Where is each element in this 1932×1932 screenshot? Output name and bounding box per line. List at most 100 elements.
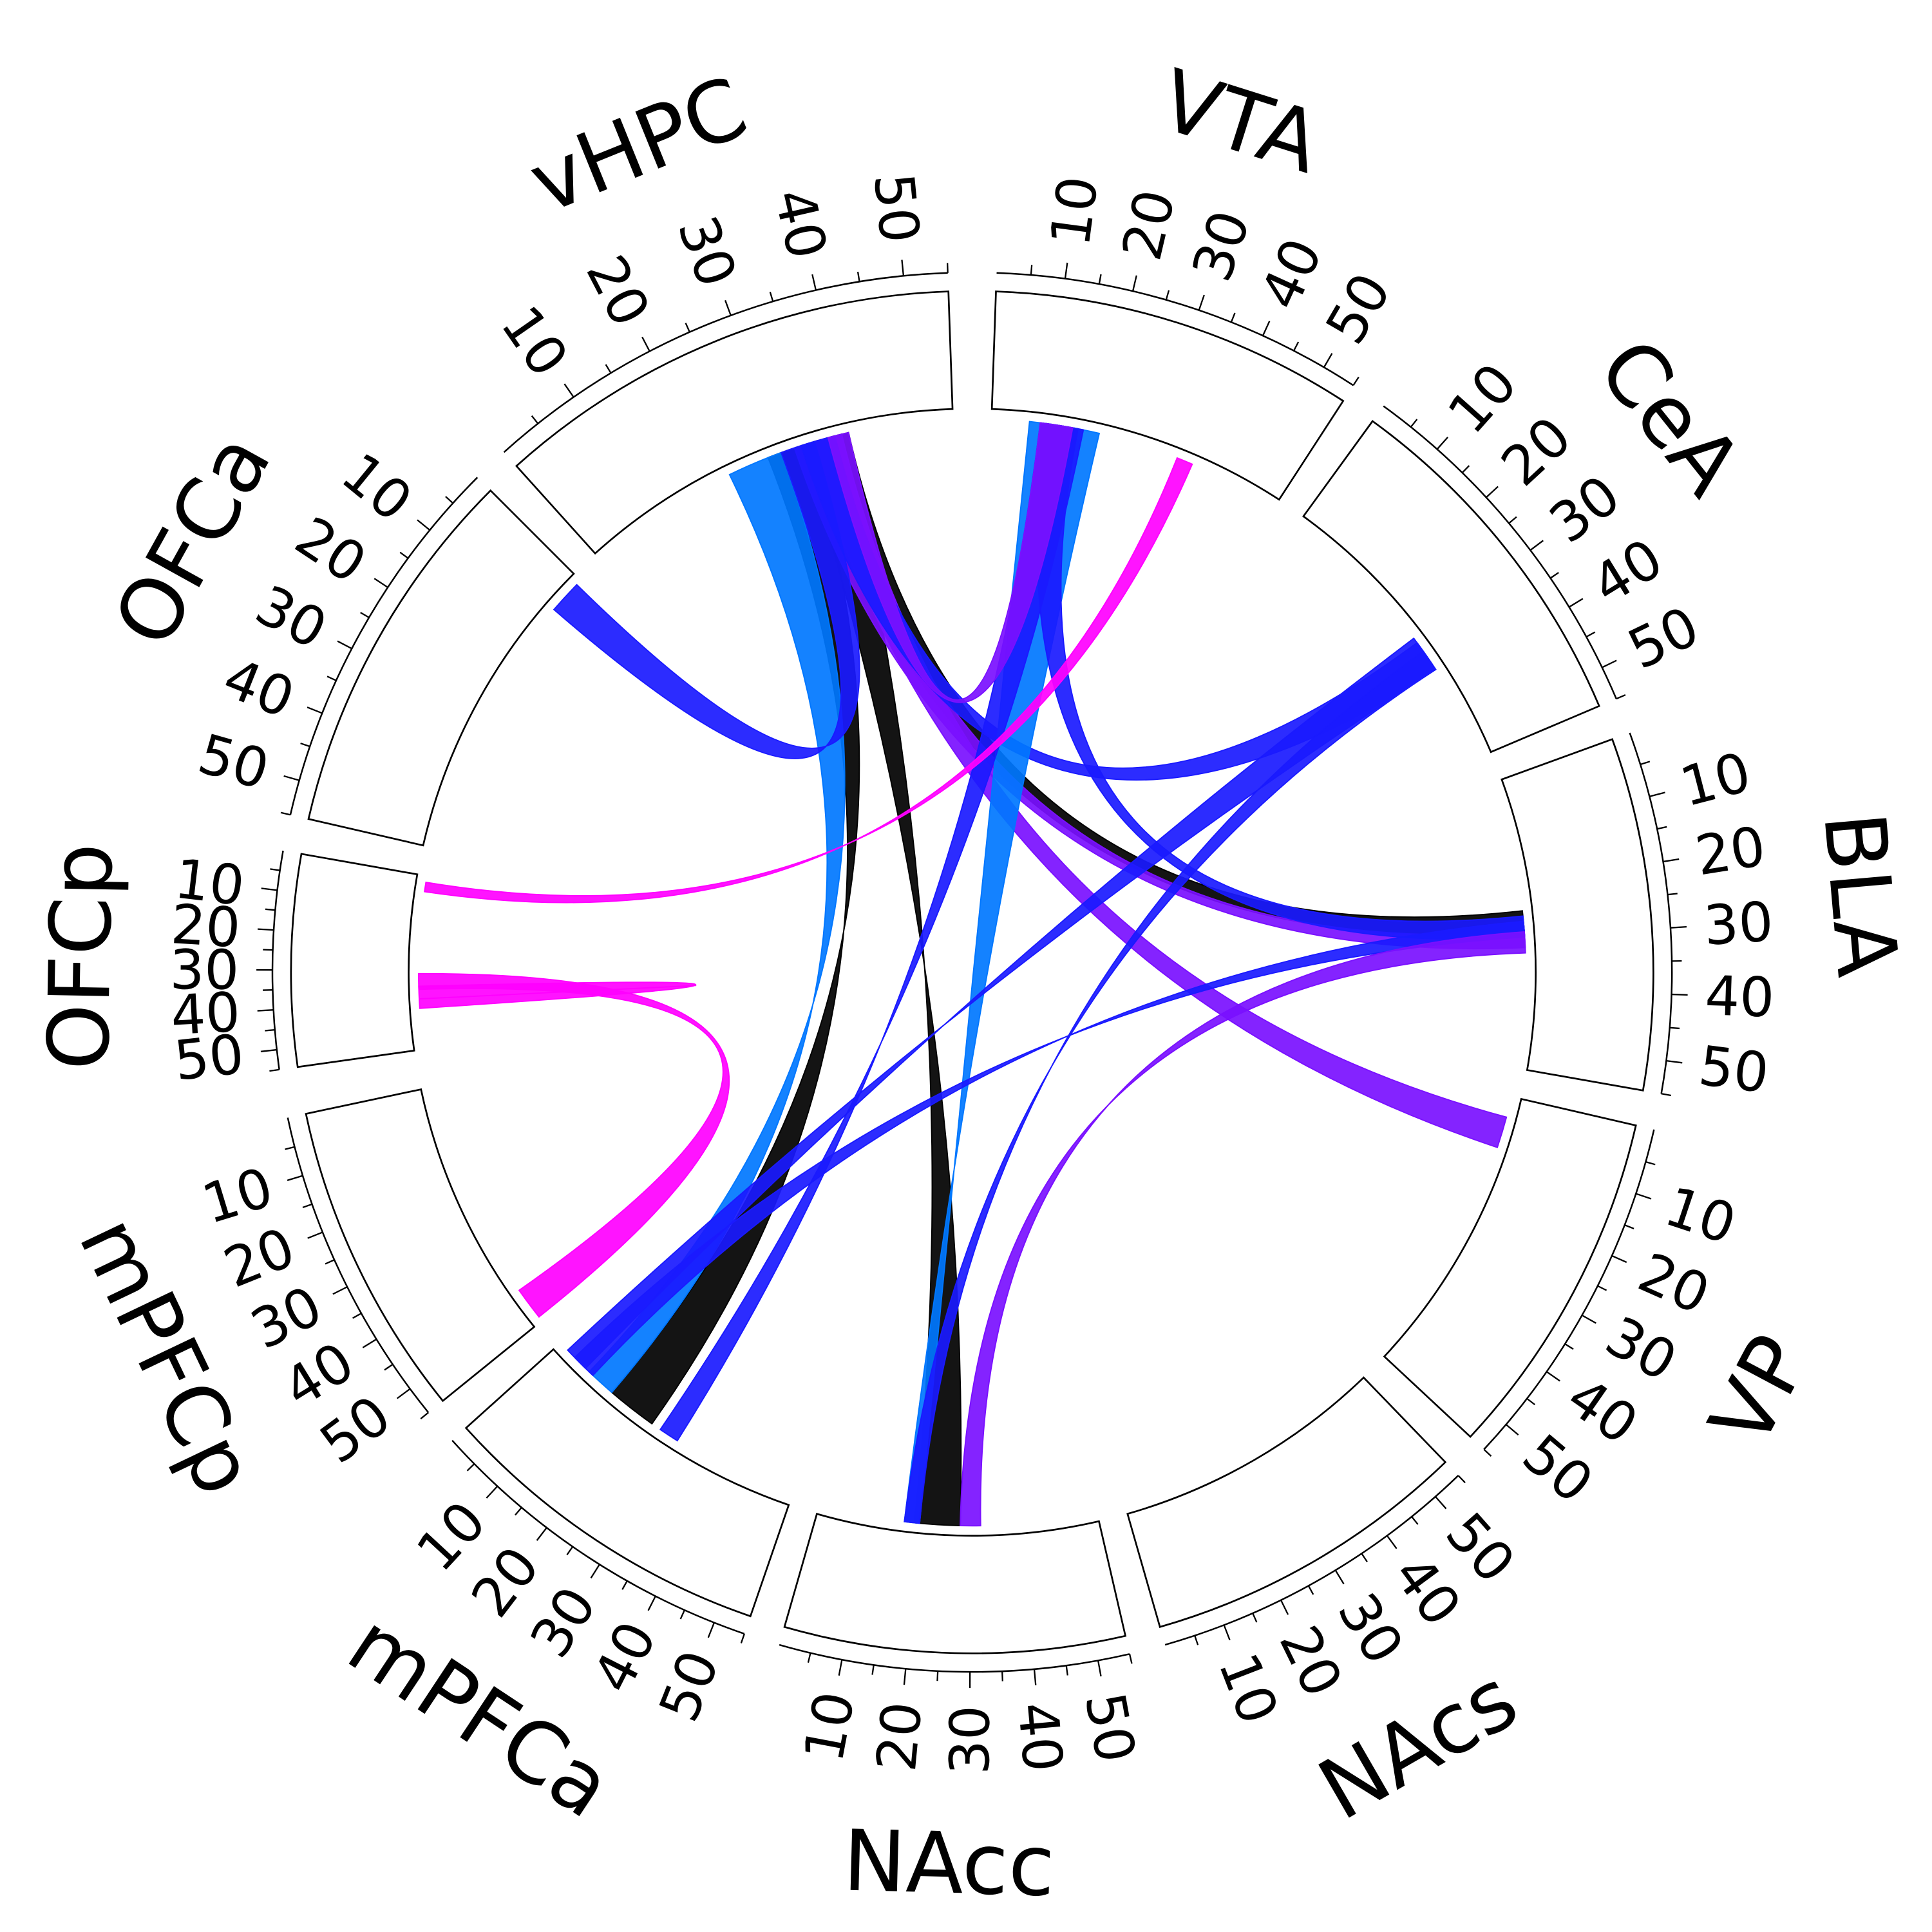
tick-label-ofcp: 10 — [171, 846, 248, 918]
sector-vta — [990, 290, 1345, 501]
ribbon-vta-to-ofcp — [424, 457, 1193, 904]
tick-mark-vhpc — [685, 323, 690, 333]
tick-mark-vta — [1132, 275, 1137, 292]
tick-mark-nacc — [807, 1653, 811, 1663]
tick-mark-nacs — [1411, 1516, 1419, 1525]
tick-label-nacc: 20 — [864, 1699, 934, 1774]
tick-label-ofcp: 40 — [169, 980, 242, 1048]
region-label-ofcp: OFCp — [30, 842, 131, 1071]
tick-mark-vhpc — [901, 260, 905, 276]
tick-mark-ofca — [374, 578, 388, 589]
axis-arc-cea — [1383, 405, 1617, 699]
sector-vp — [1383, 1097, 1637, 1438]
tick-mark-bla — [1667, 893, 1678, 896]
tick-mark-nacc — [936, 1671, 939, 1681]
ribbon-layer — [418, 421, 1526, 1527]
tick-mark-mpfca — [566, 1546, 574, 1555]
tick-mark-nacs — [1252, 1613, 1258, 1623]
tick-mark-ofca — [417, 519, 431, 531]
tick-label-nacc: 50 — [1073, 1688, 1148, 1768]
tick-label-nacc: 30 — [938, 1705, 1001, 1775]
tick-mark-vta — [1198, 294, 1205, 311]
tick-mark-mpfcp — [285, 1146, 295, 1150]
tick-mark-vhpc — [564, 383, 574, 398]
tick-label-ofca: 30 — [246, 573, 337, 661]
tick-mark-vp — [1624, 1224, 1634, 1229]
tick-mark-vta — [1262, 321, 1271, 336]
tick-mark-ofca — [280, 811, 291, 816]
tick-mark-cea — [1586, 631, 1596, 638]
tick-mark-vhpc — [605, 364, 612, 374]
axis-arc-ofcp — [271, 850, 284, 1070]
axis-arc-bla — [1629, 732, 1673, 1094]
tick-mark-ofca — [283, 775, 300, 781]
tick-mark-mpfcp — [302, 1203, 312, 1209]
tick-mark-ofcp — [261, 887, 278, 891]
tick-mark-mpfcp — [420, 1412, 429, 1419]
tick-mark-cea — [1436, 437, 1448, 450]
tick-layer: 1020304050102030405010203040501020304050… — [169, 171, 1776, 1775]
tick-label-ofca: 10 — [330, 440, 424, 534]
tick-mark-vp — [1526, 1397, 1536, 1406]
region-label-vp: VP — [1691, 1320, 1828, 1462]
tick-mark-mpfca — [536, 1527, 547, 1541]
tick-label-ofca: 50 — [192, 721, 276, 802]
tick-mark-nacs — [1361, 1553, 1368, 1562]
tick-mark-mpfca — [515, 1507, 522, 1516]
tick-label-bla: 20 — [1691, 814, 1770, 888]
sector-nacs — [1126, 1376, 1447, 1628]
tick-mark-mpfca — [590, 1564, 600, 1578]
tick-mark-vp — [1564, 1343, 1574, 1350]
tick-mark-mpfcp — [352, 1312, 362, 1319]
tick-mark-mpfca — [679, 1609, 686, 1620]
tick-mark-bla — [1640, 761, 1651, 766]
tick-mark-ofca — [399, 551, 409, 559]
tick-mark-bla — [1656, 826, 1667, 830]
tick-mark-bla — [1670, 925, 1687, 929]
tick-mark-ofca — [300, 743, 310, 748]
tick-mark-ofcp — [269, 1068, 279, 1072]
sector-mpfca — [464, 1348, 790, 1618]
tick-mark-cea — [1530, 540, 1544, 551]
tick-label-cea: 50 — [1618, 594, 1709, 681]
tick-label-ofcp: 50 — [171, 1022, 247, 1093]
tick-mark-nacs — [1194, 1635, 1199, 1645]
ribbon-ofcp-to-mpfcp — [418, 972, 730, 1318]
sector-bla — [1501, 738, 1654, 1092]
tick-mark-ofca — [445, 496, 454, 504]
ribbon-vta-to-bla — [1036, 422, 1526, 940]
tick-mark-cea — [1461, 465, 1470, 473]
tick-mark-vp — [1483, 1448, 1492, 1457]
axis-arc-mpfca — [451, 1439, 745, 1635]
tick-label-vp: 10 — [1658, 1174, 1743, 1256]
tick-mark-mpfcp — [287, 1175, 303, 1182]
tick-mark-vp — [1597, 1285, 1607, 1291]
sector-mpfcp — [305, 1088, 536, 1403]
tick-label-nacc: 40 — [1005, 1700, 1075, 1774]
sector-ofca — [307, 489, 575, 847]
tick-mark-vp — [1635, 1193, 1652, 1200]
tick-mark-nacc — [1128, 1654, 1133, 1664]
tick-mark-nacc — [1001, 1671, 1003, 1681]
tick-mark-nacc — [903, 1669, 907, 1685]
tick-mark-nacs — [1435, 1496, 1447, 1510]
tick-mark-cea — [1549, 572, 1559, 579]
tick-mark-vhpc — [641, 336, 650, 352]
tick-mark-nacc — [871, 1665, 875, 1675]
tick-mark-cea — [1568, 598, 1584, 608]
tick-mark-vta — [1165, 290, 1170, 300]
tick-label-vta: 30 — [1180, 203, 1263, 289]
tick-label-vhpc: 20 — [574, 245, 662, 336]
region-label-bla: BLA — [1804, 808, 1917, 980]
ribbon-nacc-to-bla — [960, 931, 1526, 1527]
tick-mark-nacc — [1097, 1660, 1102, 1677]
ribbon-vta-to-nacc — [904, 421, 1101, 1524]
tick-mark-mpfca — [621, 1580, 628, 1590]
tick-mark-vp — [1645, 1161, 1656, 1166]
tick-mark-vp — [1546, 1371, 1560, 1382]
tick-label-vhpc: 30 — [665, 208, 749, 295]
tick-mark-nacs — [1457, 1475, 1466, 1484]
ribbon-vhpc-to-ofca — [553, 440, 860, 759]
tick-label-ofca: 20 — [285, 504, 377, 596]
